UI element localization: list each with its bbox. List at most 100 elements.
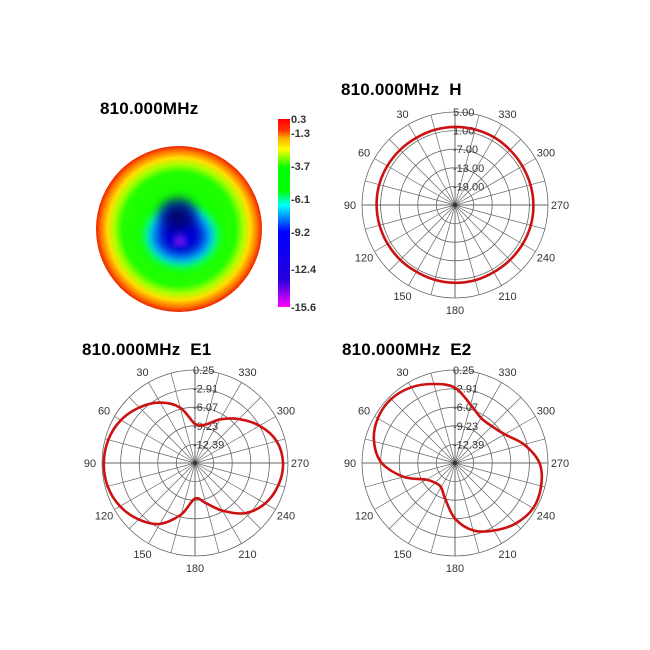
heatmap-minimum [173,232,187,246]
colorbar [278,119,290,307]
polar-grid-spoke [454,416,536,464]
polar-grid-spoke [105,438,196,464]
angle-tick-label: 90 [344,200,356,212]
polar-grid-spoke [170,462,196,553]
polar-grid-spoke [194,438,285,464]
angle-tick-label: 60 [98,406,110,418]
angle-tick-label: 270 [291,458,309,470]
polar-grid-spoke [194,462,276,510]
polar-grid-spoke [105,462,196,488]
polar-center [453,461,457,465]
angle-tick-label: 120 [355,511,373,523]
angle-tick-label: 330 [238,367,256,379]
polar-grid-spoke [365,462,456,488]
colorbar-tick-label: 0.3 [291,114,306,126]
colorbar-tick-label: -9.2 [291,227,310,239]
heatmap-null-core [154,194,202,238]
pattern-curve [102,401,285,526]
angle-tick-label: 210 [498,291,516,303]
polar-grid-spoke [454,396,522,464]
angle-tick-label: 300 [537,148,555,160]
polar-grid-spoke [194,462,262,530]
angle-tick-label: 180 [186,563,204,575]
polar-grid-spoke [454,462,522,530]
angle-tick-label: 330 [498,367,516,379]
polar-grid-spoke [194,462,285,488]
angle-tick-label: 30 [396,109,408,121]
radial-tick-label: -12.39 [193,439,224,451]
angle-tick-label: 180 [446,305,464,317]
polar-center [193,461,197,465]
polar-grid-spoke [388,462,456,530]
angle-tick-label: 60 [358,406,370,418]
polar-grid-spoke [114,462,196,510]
angle-tick-label: 150 [393,549,411,561]
angle-tick-label: 270 [551,200,569,212]
angle-tick-label: 120 [355,253,373,265]
polar-grid-spoke [194,462,242,544]
colorbar-tick-label: -15.6 [291,302,316,314]
polar-grid-spoke [388,396,456,464]
polar-grid-spoke [365,438,456,464]
colorbar-tick-label: -1.3 [291,128,310,140]
polar-grid-spoke [128,462,196,530]
heatmap-disk [96,146,262,312]
radial-tick-label: 0.25 [193,365,214,377]
polar-grid-spoke [454,204,502,286]
angle-tick-label: 210 [238,549,256,561]
angle-tick-label: 210 [498,549,516,561]
radial-tick-label: -12.39 [453,439,484,451]
colorbar-tick-label: -12.4 [291,264,317,276]
polar-grid-spoke [454,438,545,464]
pattern-curve [375,125,535,285]
polar-grid-spoke [454,382,502,464]
angle-tick-label: 300 [277,406,295,418]
polar-grid-spoke [454,462,536,510]
angle-tick-label: 240 [537,511,555,523]
radial-tick-label: 5.00 [453,107,474,119]
angle-tick-label: 180 [446,563,464,575]
e2-plane-title: 810.000MHz E2 [342,340,472,359]
polar-grid-spoke [194,416,276,464]
polar-grid-spoke [374,462,456,510]
polar-grid-spoke [408,124,456,206]
angle-tick-label: 30 [136,367,148,379]
radial-tick-label: -9.23 [193,421,218,433]
angle-tick-label: 90 [344,458,356,470]
angle-tick-label: 240 [277,511,295,523]
polar-grid-spoke [430,373,456,464]
radial-tick-label: -2.91 [193,384,218,396]
radial-tick-label: -13.00 [453,163,484,175]
polar-grid-spoke [194,462,220,553]
polar-grid-spoke [194,373,220,464]
radial-tick-label: -19.00 [453,181,484,193]
angle-tick-label: 150 [393,291,411,303]
polar-grid-spoke [148,462,196,544]
angle-tick-label: 300 [537,406,555,418]
polar-center [453,203,457,207]
polar-grid-spoke [430,462,456,553]
angle-tick-label: 330 [498,109,516,121]
angle-tick-label: 90 [84,458,96,470]
radial-tick-label: -7.00 [453,144,478,156]
polar-grid-spoke [454,462,545,488]
colorbar-tick-label: -3.7 [291,161,310,173]
radial-tick-label: -9.23 [453,421,478,433]
polar-grid-spoke [408,382,456,464]
heatmap-title: 810.000MHz [100,99,199,118]
polar-grid-spoke [408,462,456,544]
pattern-curve [372,382,544,533]
polar-grid-spoke [374,416,456,464]
polar-grid-spoke [454,373,480,464]
angle-tick-label: 150 [133,549,151,561]
polar-grid-spoke [170,373,196,464]
polar-grid-spoke [194,382,242,464]
colorbar-tick-label: -6.1 [291,194,310,206]
polar-grid-spoke [114,416,196,464]
radial-tick-label: -6.07 [193,402,218,414]
angle-tick-label: 270 [551,458,569,470]
angle-tick-label: 120 [95,511,113,523]
polar-grid-spoke [454,462,480,553]
radial-tick-label: 0.25 [453,365,474,377]
